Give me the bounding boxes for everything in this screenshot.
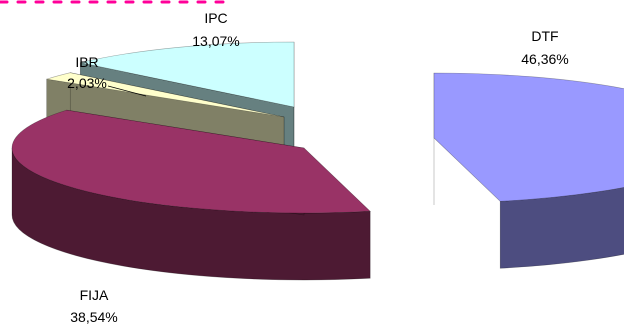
slice-value-dtf: 46,36% bbox=[521, 51, 568, 67]
slice-top-fija bbox=[11, 109, 371, 214]
slice-dtf bbox=[433, 72, 624, 269]
slice-label-dtf: DTF bbox=[531, 28, 558, 44]
ibr-leader-line bbox=[107, 85, 147, 97]
slice-value-fija: 38,54% bbox=[70, 309, 117, 324]
slice-value-ipc: 13,07% bbox=[192, 33, 239, 49]
slice-label-ipc: IPC bbox=[204, 10, 227, 26]
slice-label-fija: FIJA bbox=[80, 287, 109, 303]
slice-top-dtf bbox=[433, 72, 624, 202]
slice-label-ibr: IBR bbox=[75, 54, 98, 70]
slice-side-dtf bbox=[499, 187, 624, 269]
slice-value-ibr: 2,03% bbox=[67, 75, 107, 91]
slice-top-ibr bbox=[46, 72, 285, 118]
slice-top-ipc bbox=[80, 41, 295, 108]
slice-fija bbox=[11, 109, 371, 281]
